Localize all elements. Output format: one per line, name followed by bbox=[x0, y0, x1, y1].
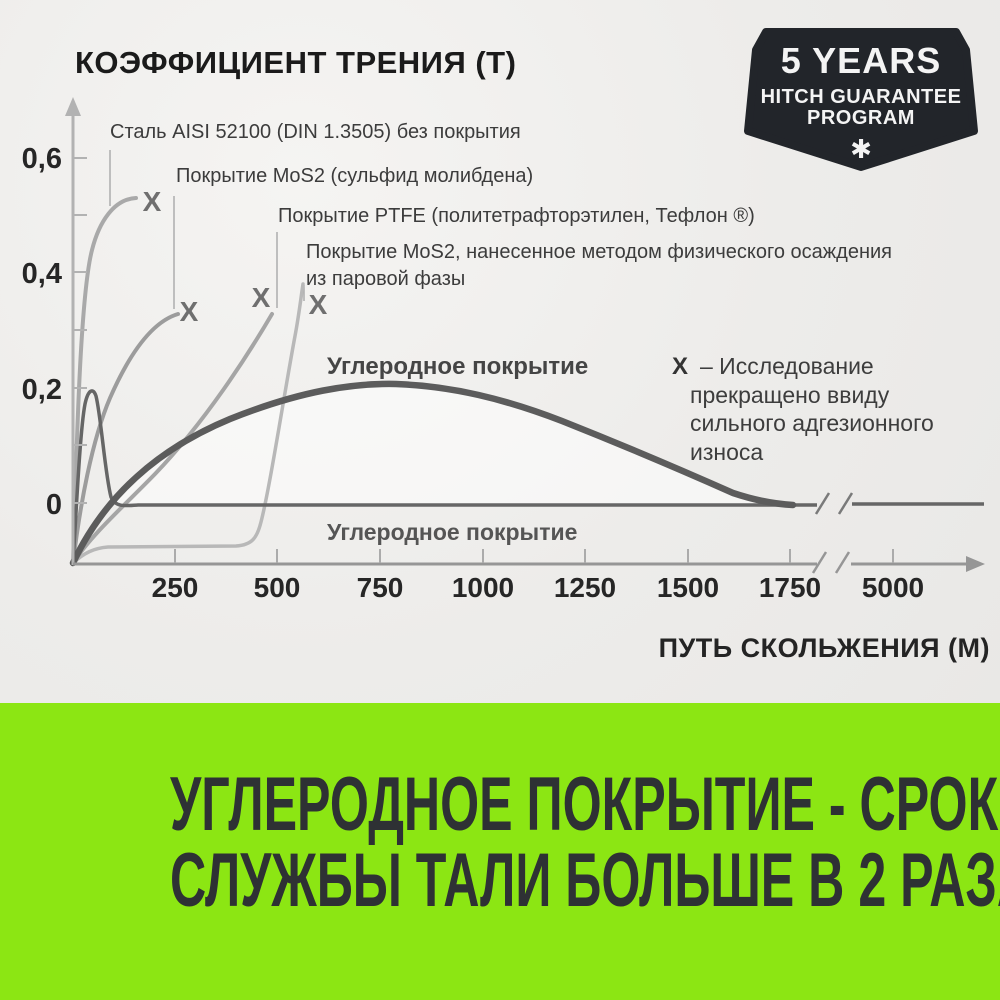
x-axis-arrow-icon bbox=[966, 556, 985, 572]
zero-line-break-slash-2 bbox=[837, 492, 854, 515]
x-axis-break-slash-1 bbox=[811, 551, 828, 574]
label-carbon-coating-top: Углеродное покрытие bbox=[327, 353, 588, 380]
legend-line4: износа bbox=[690, 439, 763, 465]
curve-mos2 bbox=[71, 312, 180, 565]
zero-line-break-slash-1 bbox=[814, 492, 831, 515]
label-aisi-steel: Сталь AISI 52100 (DIN 1.3505) без покрыт… bbox=[110, 121, 521, 143]
x-axis-ticks bbox=[174, 549, 894, 563]
y-tick-label: 0,6 bbox=[22, 143, 62, 175]
promo-banner-text: УГЛЕРОДНОЕ ПОКРЫТИЕ - СРОК СЛУЖБЫ ТАЛИ Б… bbox=[0, 703, 1000, 919]
label-mos2-pvd-line2: из паровой фазы bbox=[306, 268, 465, 290]
y-tick-labels: 0,6 0,4 0,2 0 bbox=[22, 143, 62, 521]
x-tick-label: 1250 bbox=[554, 572, 616, 603]
legend-line1: – Исследование bbox=[700, 353, 874, 379]
y-axis-arrow-icon bbox=[65, 97, 81, 116]
y-tick-label: 0,4 bbox=[22, 258, 62, 290]
badge-line3: PROGRAM bbox=[807, 107, 915, 129]
legend-x-symbol: X bbox=[672, 353, 688, 380]
x-tick-label: 750 bbox=[357, 572, 404, 603]
x-termination-mark-ptfe: X bbox=[252, 282, 271, 313]
label-mos2: Покрытие MoS2 (сульфид молибдена) bbox=[176, 165, 533, 187]
friction-chart: X X X X КОЭФФИЦИЕНТ ТРЕНИЯ (Т) Сталь AIS… bbox=[22, 28, 990, 663]
legend-x-explanation: X – Исследование прекращено ввиду сильно… bbox=[672, 353, 934, 465]
legend-line2: прекращено ввиду bbox=[690, 382, 890, 408]
x-axis-title: ПУТЬ СКОЛЬЖЕНИЯ (М) bbox=[659, 633, 990, 663]
x-tick-label: 1750 bbox=[759, 572, 821, 603]
y-tick-label: 0 bbox=[46, 489, 62, 521]
x-termination-mark-aisi: X bbox=[143, 186, 162, 217]
label-carbon-coating-bottom: Углеродное покрытие bbox=[327, 519, 577, 545]
x-axis-break-slash-2 bbox=[834, 551, 851, 574]
x-tick-label: 5000 bbox=[862, 572, 924, 603]
promo-banner-line2: СЛУЖБЫ ТАЛИ БОЛЬШЕ В 2 РАЗА bbox=[170, 838, 1000, 923]
x-tick-label: 1500 bbox=[657, 572, 719, 603]
legend-line3: сильного адгезионного bbox=[690, 410, 934, 436]
badge-line2: HITCH GUARANTEE bbox=[761, 86, 962, 108]
guarantee-badge-shape bbox=[744, 28, 978, 171]
x-tick-label: 500 bbox=[254, 572, 301, 603]
x-tick-labels: 250 500 750 1000 1250 1500 1750 5000 bbox=[152, 572, 925, 603]
carbon-curve-fill bbox=[73, 383, 793, 563]
label-ptfe: Покрытие PTFE (политетрафторэтилен, Тефл… bbox=[278, 205, 755, 227]
label-mos2-pvd-line1: Покрытие MoS2, нанесенное методом физиче… bbox=[306, 241, 892, 263]
promo-banner: УГЛЕРОДНОЕ ПОКРЫТИЕ - СРОК СЛУЖБЫ ТАЛИ Б… bbox=[0, 703, 1000, 1000]
x-termination-mark-pvd: X bbox=[309, 289, 328, 320]
guarantee-badge: 5 YEARS HITCH GUARANTEE PROGRAM ✱ bbox=[744, 28, 978, 171]
curve-carbon-main bbox=[69, 380, 797, 567]
x-tick-label: 1000 bbox=[452, 572, 514, 603]
curve-aisi-steel bbox=[71, 196, 138, 565]
y-axis-ticks bbox=[73, 157, 87, 504]
curve-mos2-pvd bbox=[71, 282, 305, 565]
x-tick-label: 250 bbox=[152, 572, 199, 603]
chart-title: КОЭФФИЦИЕНТ ТРЕНИЯ (Т) bbox=[75, 45, 516, 80]
curve-ptfe bbox=[71, 312, 274, 565]
x-termination-mark-mos2: X bbox=[180, 296, 199, 327]
promo-banner-line1: УГЛЕРОДНОЕ ПОКРЫТИЕ - СРОК bbox=[170, 762, 999, 847]
badge-line1: 5 YEARS bbox=[781, 40, 941, 81]
badge-asterisk-icon: ✱ bbox=[850, 134, 872, 164]
y-tick-label: 0,2 bbox=[22, 374, 62, 406]
